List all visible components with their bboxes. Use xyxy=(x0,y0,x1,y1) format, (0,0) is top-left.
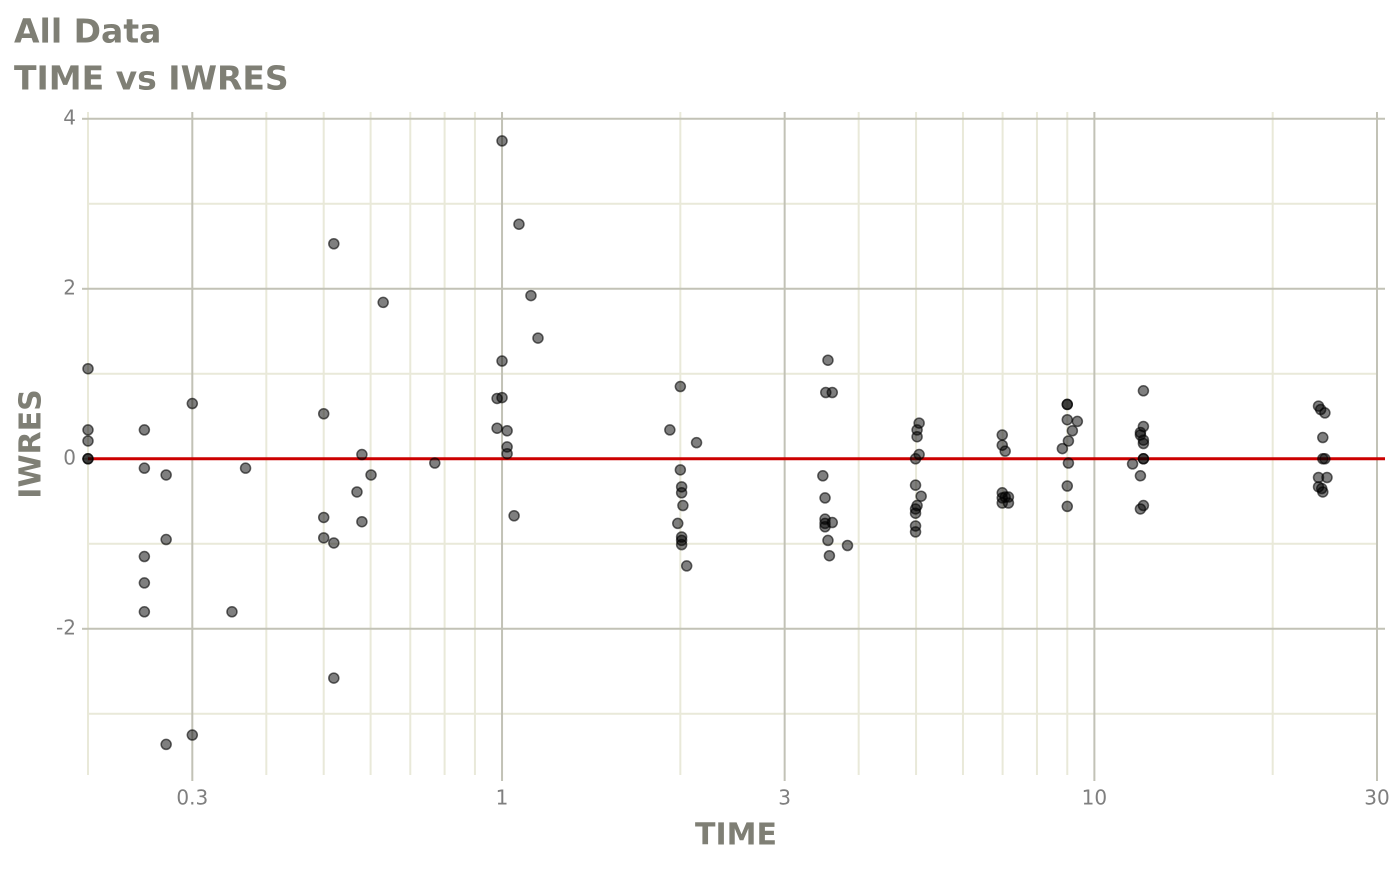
point xyxy=(82,453,94,465)
point xyxy=(826,516,839,529)
point xyxy=(1321,471,1333,484)
point xyxy=(915,490,927,502)
point xyxy=(1317,431,1329,444)
point xyxy=(328,672,340,684)
point xyxy=(82,435,94,447)
point xyxy=(817,470,829,482)
point xyxy=(496,355,508,367)
point xyxy=(672,517,684,530)
point xyxy=(1137,385,1150,397)
point xyxy=(1061,398,1074,411)
point xyxy=(351,486,363,498)
point xyxy=(1137,437,1150,450)
point xyxy=(1061,480,1074,492)
point xyxy=(826,386,839,399)
point xyxy=(1071,415,1084,428)
x-tick-label: 3 xyxy=(778,786,791,810)
point xyxy=(1137,420,1150,433)
point xyxy=(674,464,687,476)
point xyxy=(429,457,441,469)
point xyxy=(328,238,340,250)
point xyxy=(675,487,688,499)
x-tick-label: 1 xyxy=(496,786,509,810)
y-tick-label: 2 xyxy=(63,275,76,299)
point xyxy=(1061,413,1074,426)
point xyxy=(1061,500,1074,513)
y-tick-label: 0 xyxy=(63,445,76,469)
point xyxy=(823,549,836,562)
point xyxy=(1134,470,1147,482)
point xyxy=(1062,457,1075,469)
point xyxy=(1319,453,1331,465)
point xyxy=(996,429,1009,441)
point xyxy=(82,424,94,436)
point xyxy=(664,424,676,436)
point xyxy=(160,738,172,751)
point xyxy=(186,729,199,741)
point xyxy=(913,417,925,429)
point xyxy=(1137,499,1150,512)
point xyxy=(491,422,503,434)
point xyxy=(501,447,513,460)
point xyxy=(1137,453,1150,465)
point xyxy=(317,511,330,524)
point xyxy=(680,560,693,572)
chart-title: All Data xyxy=(14,12,161,51)
point xyxy=(1062,435,1075,447)
point xyxy=(525,289,537,302)
chart-subtitle: TIME vs IWRES xyxy=(14,59,289,98)
point xyxy=(999,445,1011,457)
point xyxy=(356,515,368,528)
point xyxy=(501,425,513,437)
y-axis-title: IWRES xyxy=(14,389,49,498)
point xyxy=(138,577,151,589)
point xyxy=(690,436,703,449)
point xyxy=(365,469,377,481)
point xyxy=(377,296,389,309)
point xyxy=(532,332,544,344)
x-tick-label: 30 xyxy=(1364,786,1389,810)
x-tick-label: 10 xyxy=(1082,786,1107,810)
y-tick-label: 4 xyxy=(63,105,76,129)
point xyxy=(82,362,94,375)
point xyxy=(513,218,525,230)
point xyxy=(909,526,922,538)
point xyxy=(160,533,172,546)
point xyxy=(677,499,689,512)
point xyxy=(508,510,520,522)
point xyxy=(674,380,687,393)
point xyxy=(160,469,172,481)
point xyxy=(1319,407,1331,419)
x-axis-title: TIME xyxy=(695,818,777,853)
point xyxy=(328,537,340,549)
point xyxy=(1126,458,1139,470)
point xyxy=(226,606,238,618)
point xyxy=(822,354,834,366)
x-tick-label: 0.3 xyxy=(176,786,208,810)
y-tick-label: -2 xyxy=(56,615,76,639)
point xyxy=(239,462,252,474)
point xyxy=(496,391,508,404)
point xyxy=(913,448,925,461)
point xyxy=(841,539,854,552)
point xyxy=(1317,486,1329,498)
point xyxy=(822,534,834,547)
point xyxy=(138,462,151,474)
point xyxy=(496,135,508,147)
point xyxy=(138,424,151,436)
point xyxy=(356,448,368,461)
point xyxy=(819,492,831,504)
point xyxy=(911,499,923,512)
point xyxy=(186,397,199,410)
point xyxy=(909,479,922,491)
point xyxy=(138,550,151,563)
point xyxy=(675,538,688,551)
point xyxy=(138,606,151,618)
point xyxy=(317,532,330,544)
point xyxy=(1002,497,1015,509)
point xyxy=(1056,442,1069,455)
point xyxy=(317,408,330,420)
point xyxy=(1066,425,1079,437)
